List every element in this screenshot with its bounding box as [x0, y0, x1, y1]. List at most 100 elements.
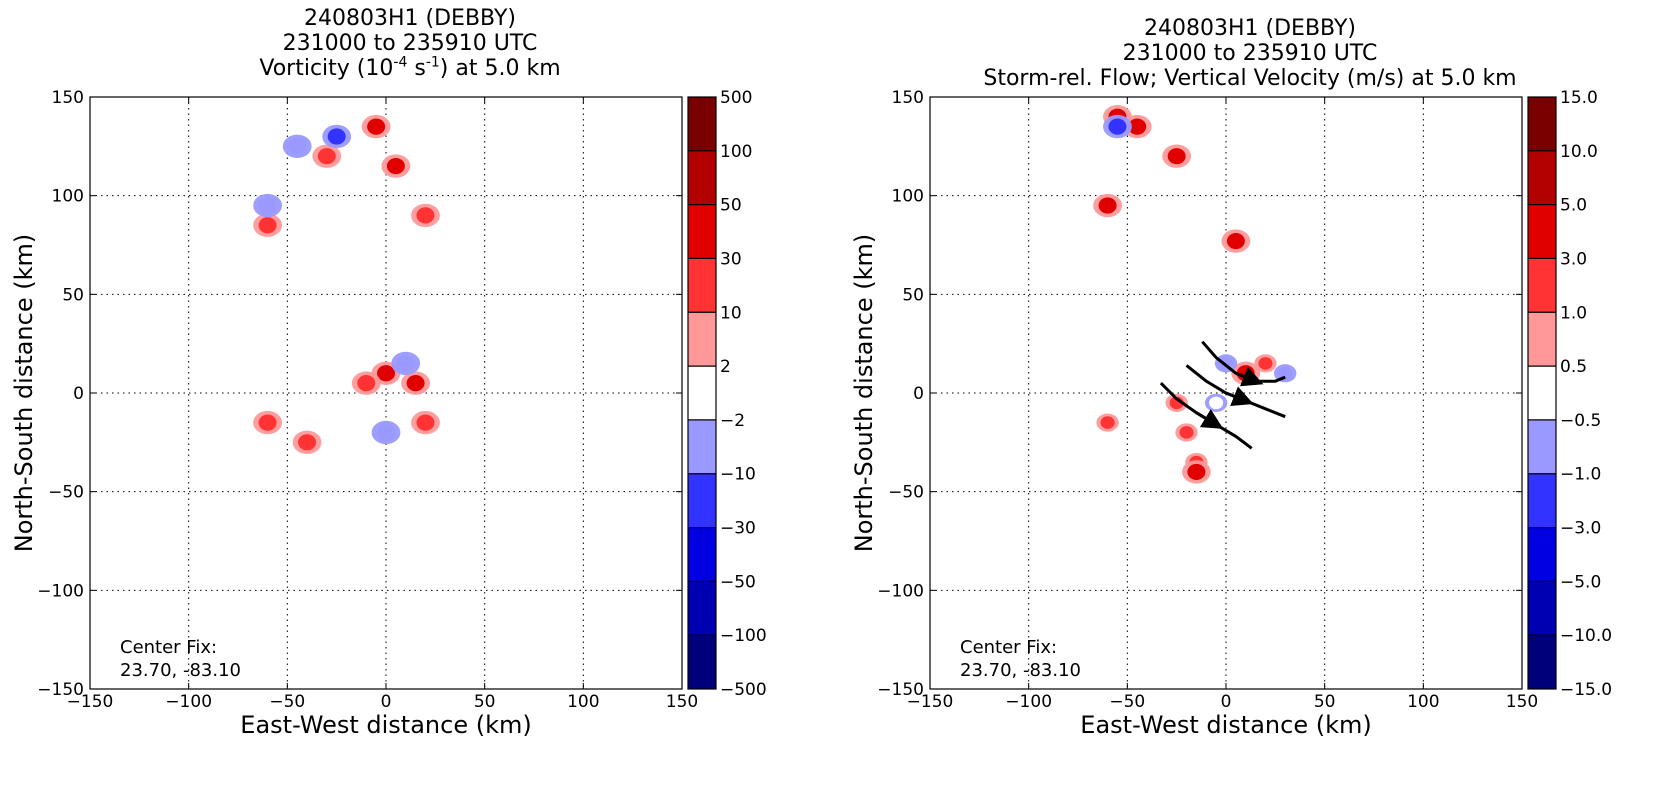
contour-blob [406, 375, 425, 392]
colorbar-segment [1528, 366, 1556, 421]
contour-blob [1100, 416, 1115, 429]
colorbar-segment [1528, 473, 1556, 529]
colorbar-segment [688, 527, 716, 582]
colorbar-tick-label: −10.0 [1560, 626, 1612, 646]
colorbar-tick-label: 5.0 [1560, 196, 1587, 216]
x-tick-label: −150 [67, 692, 114, 712]
contour-blob [1179, 426, 1194, 439]
colorbar-tick-label: 10 [720, 303, 742, 323]
colorbar: 15.0 10.0 5.0 3.0 1.0 0.5 −0.5 −1.0 −3.0 −5.0 −10.… [1527, 88, 1612, 700]
colorbar-segment [688, 97, 716, 152]
x-tick-label: −100 [165, 692, 212, 712]
colorbar-segment [688, 635, 716, 690]
x-tick-label: 50 [474, 692, 496, 712]
contour-blob [1167, 148, 1186, 165]
colorbar-tick-label: 500 [720, 88, 752, 108]
colorbar-segment [688, 312, 716, 367]
y-tick-label: −100 [37, 581, 84, 601]
colorbar-segment [1528, 204, 1556, 259]
contour-blob [416, 207, 435, 224]
y-tick-label: 0 [913, 384, 924, 404]
colorbar-segment [1528, 527, 1556, 582]
left-vorticity-panel: −150 −100 −50 0 50 100 150150100500−50−100−150… [10, 88, 767, 739]
colorbar-frame [1527, 96, 1557, 690]
contour-blob [396, 355, 415, 372]
colorbar-tick-label: −1.0 [1560, 465, 1601, 485]
center-fix-label: Center Fix: [960, 637, 1057, 658]
y-tick-label: 50 [902, 285, 924, 305]
colorbar-tick-label: 10.0 [1560, 142, 1598, 162]
y-tick-label: 150 [892, 88, 924, 108]
plot-area [90, 97, 682, 689]
contour-blob [367, 118, 386, 135]
colorbar-tick-label: −30 [720, 519, 756, 539]
right-title-line2: 231000 to 235910 UTC [1122, 41, 1378, 66]
y-tick-label: −50 [888, 483, 924, 503]
x-tick-label: 0 [381, 692, 392, 712]
contour-blob [298, 434, 317, 451]
colorbar-tick-label: −100 [720, 626, 767, 646]
contour-blob [1226, 232, 1245, 250]
x-tick-label: 100 [567, 692, 599, 712]
y-tick-label: −150 [37, 680, 84, 700]
colorbar-segment [1528, 150, 1556, 206]
contour-blob [317, 148, 336, 165]
x-tick-label: −100 [1005, 692, 1052, 712]
colorbar-segment [1528, 581, 1556, 636]
colorbar-segment [688, 419, 716, 475]
contour-blob [357, 375, 376, 392]
colorbar-tick-label: 15.0 [1560, 88, 1598, 108]
colorbar-tick-label: −15.0 [1560, 680, 1612, 700]
colorbar-segment [688, 366, 716, 421]
right-vertical-velocity-panel: −150 −100 −50 0 50 100 150 150 100 50 0 −50 −100 −150… [850, 88, 1612, 739]
right-chart-title: 240803H1 (DEBBY) 231000 to 235910 UTC St… [930, 16, 1570, 91]
x-tick-label: 100 [1407, 692, 1439, 712]
contour-blob [1187, 463, 1206, 481]
colorbar-segment [1528, 635, 1556, 690]
x-tick-label: −50 [1109, 692, 1145, 712]
colorbar-tick-label: 30 [720, 249, 742, 269]
colorbar-tick-label: 3.0 [1560, 249, 1587, 269]
center-fix-value: 23.70, -83.10 [120, 660, 241, 681]
right-title-line3: Storm-rel. Flow; Vertical Velocity (m/s)… [983, 66, 1517, 91]
contour-blob [258, 217, 277, 234]
colorbar-segment [1528, 97, 1556, 152]
left-title-line2: 231000 to 235910 UTC [282, 31, 538, 56]
contour-features [253, 114, 440, 455]
left-title-line3: Vorticity (10-4 s-1) at 5.0 km [259, 54, 561, 81]
contour-blob [377, 424, 395, 441]
colorbar-segment [688, 473, 716, 529]
colorbar-tick-label: 100 [720, 142, 752, 162]
colorbar-segment [688, 581, 716, 636]
colorbar: 500 100 50 30 10 2 −2 −10 −30 −50 −100 −500 [687, 88, 767, 700]
left-chart-title: 240803H1 (DEBBY) 231000 to 235910 UTC Vo… [90, 6, 730, 81]
y-tick-label: −100 [877, 581, 924, 601]
colorbar-segment [688, 150, 716, 206]
contour-blob [288, 138, 307, 155]
y-tick-label: 0 [73, 384, 84, 404]
colorbar-segment [688, 258, 716, 313]
contour-blob [416, 414, 435, 431]
contour-blob [258, 197, 277, 214]
streamlines [1159, 340, 1286, 450]
colorbar-tick-label: −10 [720, 465, 756, 485]
colorbar-tick-label: 2 [720, 357, 731, 377]
colorbar-segment [1528, 312, 1556, 367]
colorbar-tick-label: −0.5 [1560, 411, 1601, 431]
contour-blob [1108, 118, 1127, 135]
x-axis-label: East-West distance (km) [240, 711, 531, 739]
y-axis-label: North-South distance (km) [850, 234, 878, 553]
colorbar-segment [688, 204, 716, 259]
colorbar-tick-label: −500 [720, 680, 767, 700]
y-tick-label: −50 [48, 483, 84, 503]
contour-blob [1209, 396, 1224, 410]
contour-blob [377, 365, 395, 382]
x-tick-label: −150 [907, 692, 954, 712]
y-axis-label: North-South distance (km) [10, 234, 38, 553]
colorbar-tick-label: −50 [720, 572, 756, 592]
streamline-arrow [1195, 409, 1224, 429]
y-tick-label: 50 [62, 285, 84, 305]
center-fix-label: Center Fix: [120, 637, 217, 658]
colorbar-tick-label: −5.0 [1560, 572, 1601, 592]
contour-blob [258, 414, 277, 431]
